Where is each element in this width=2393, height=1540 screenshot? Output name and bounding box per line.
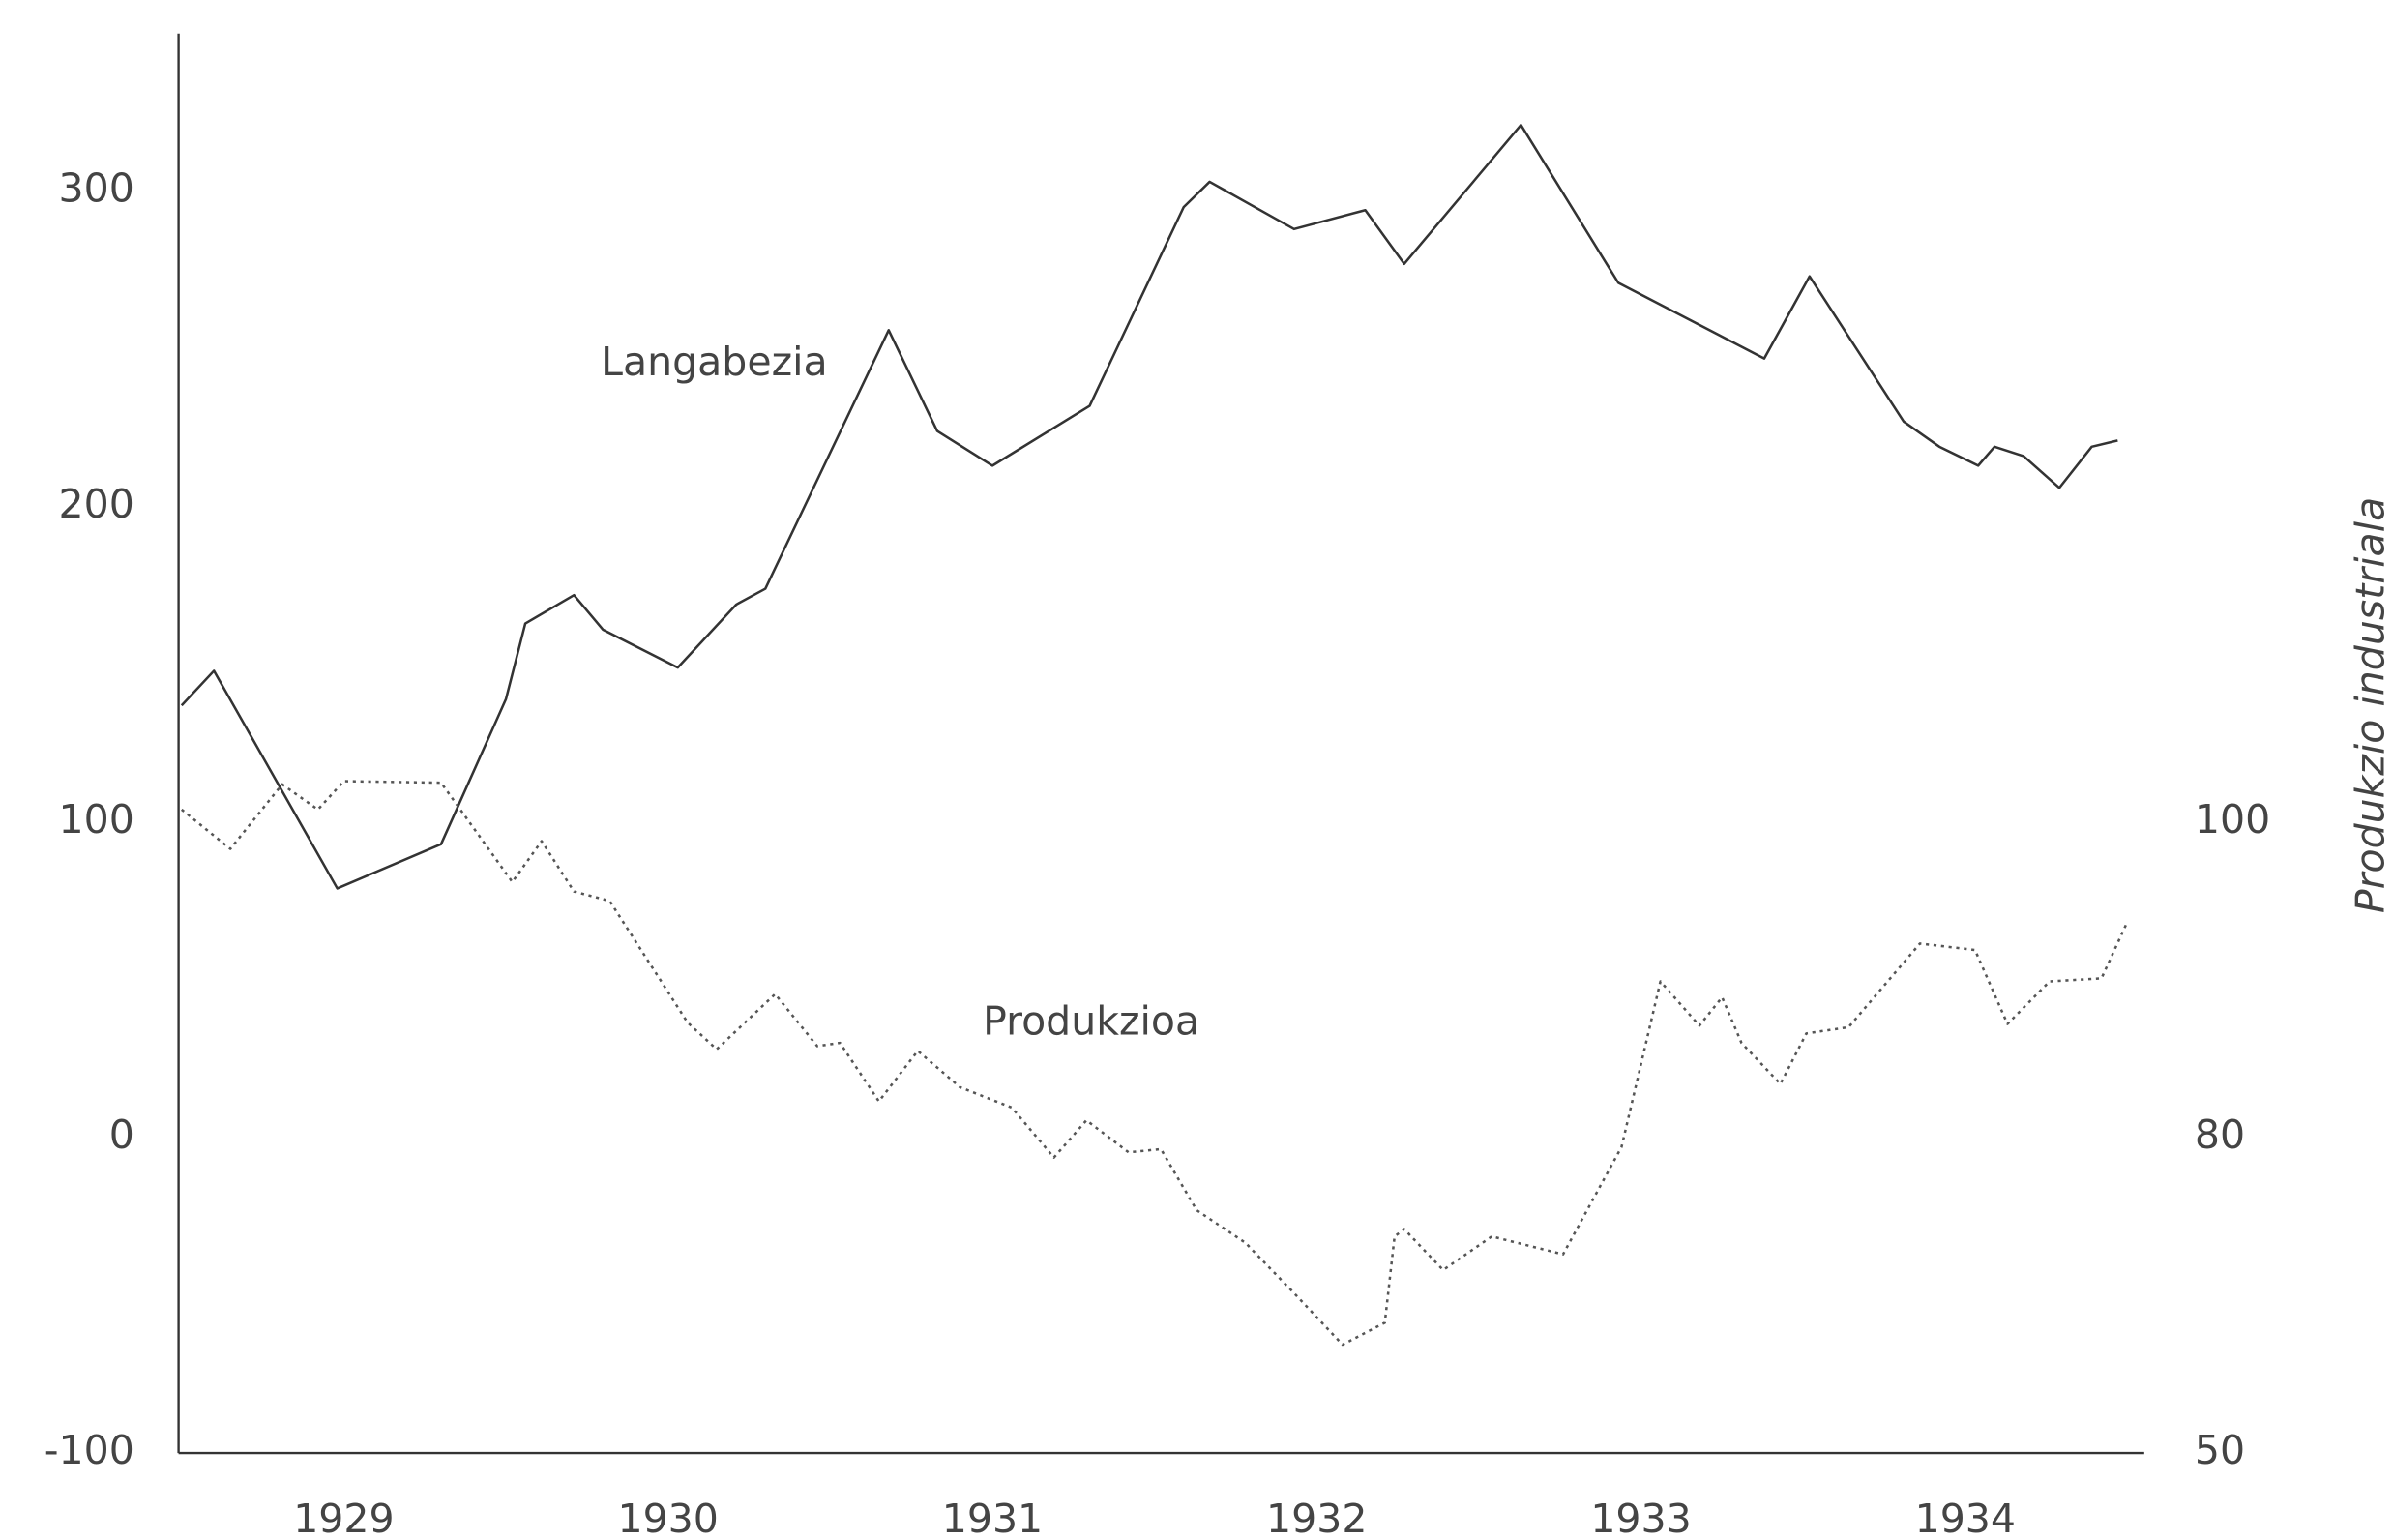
x-tick-label: 1930 (617, 1496, 718, 1540)
y2-tick-label: 80 (2195, 1111, 2245, 1158)
y-tick-label: 100 (59, 796, 134, 843)
y-tick-label: -100 (44, 1427, 134, 1473)
y2-axis-label: Produkzio industriala (2347, 497, 2393, 913)
line-series (180, 780, 2129, 1347)
x-tick-label: 1934 (1915, 1496, 2016, 1540)
x-tick-label: 1929 (293, 1496, 394, 1540)
y-tick-label: 300 (59, 165, 134, 212)
x-tick-label: 1932 (1266, 1496, 1367, 1540)
y2-tick-label: 50 (2195, 1427, 2245, 1473)
x-tick-label: 1933 (1590, 1496, 1691, 1540)
series-label: Produkzioa (983, 998, 1199, 1045)
y2-tick-label: 100 (2195, 796, 2270, 843)
y-tick-label: 200 (59, 481, 134, 527)
series-label: Langabezia (601, 339, 827, 385)
y-tick-label: 0 (109, 1111, 134, 1158)
x-tick-label: 1931 (942, 1496, 1043, 1540)
line-series (180, 123, 2118, 890)
